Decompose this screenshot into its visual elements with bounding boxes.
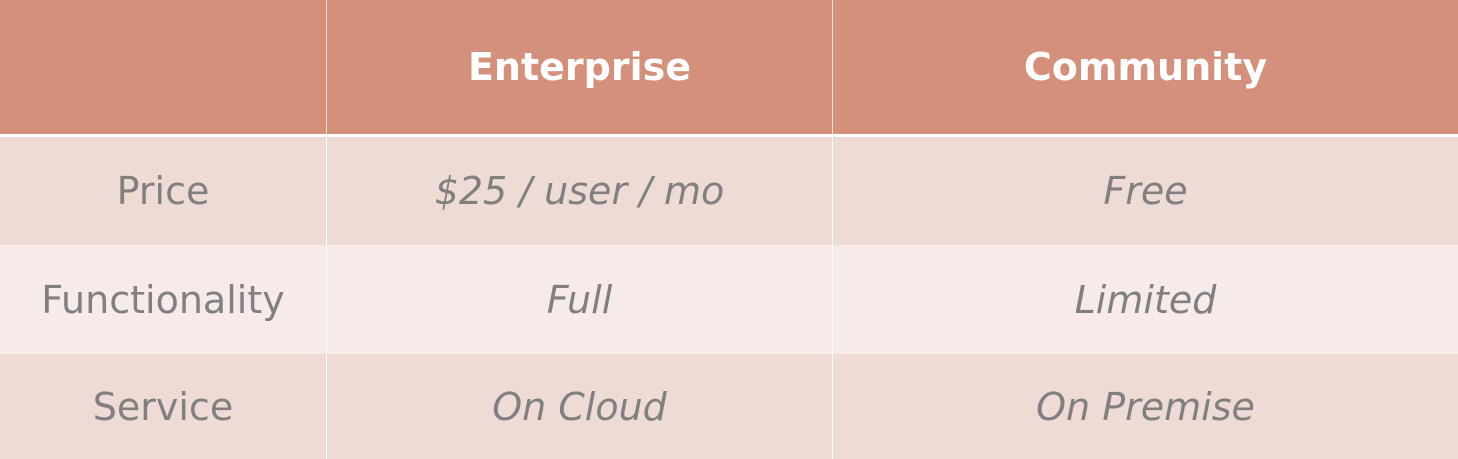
- community-value: Limited: [1074, 277, 1217, 322]
- community-value: On Premise: [1036, 384, 1255, 429]
- header-corner-cell: [0, 0, 327, 134]
- table-row-price: Price $25 / user / mo Free: [0, 137, 1458, 245]
- row-label: Price: [0, 137, 327, 245]
- community-value: Free: [1103, 169, 1188, 213]
- enterprise-value: Full: [327, 245, 833, 354]
- enterprise-value: On Cloud: [327, 354, 833, 459]
- table-header-row: Enterprise Community: [0, 0, 1458, 134]
- table-row-service: Service On Cloud On Premise: [0, 354, 1458, 459]
- row-label: Service: [0, 354, 327, 459]
- header-community: Community: [1023, 45, 1268, 89]
- header-enterprise: Enterprise: [327, 0, 833, 134]
- table-row-functionality: Functionality Full Limited: [0, 245, 1458, 354]
- header-divider: [0, 134, 1458, 137]
- row-label: Functionality: [0, 245, 327, 354]
- enterprise-value: $25 / user / mo: [327, 137, 833, 245]
